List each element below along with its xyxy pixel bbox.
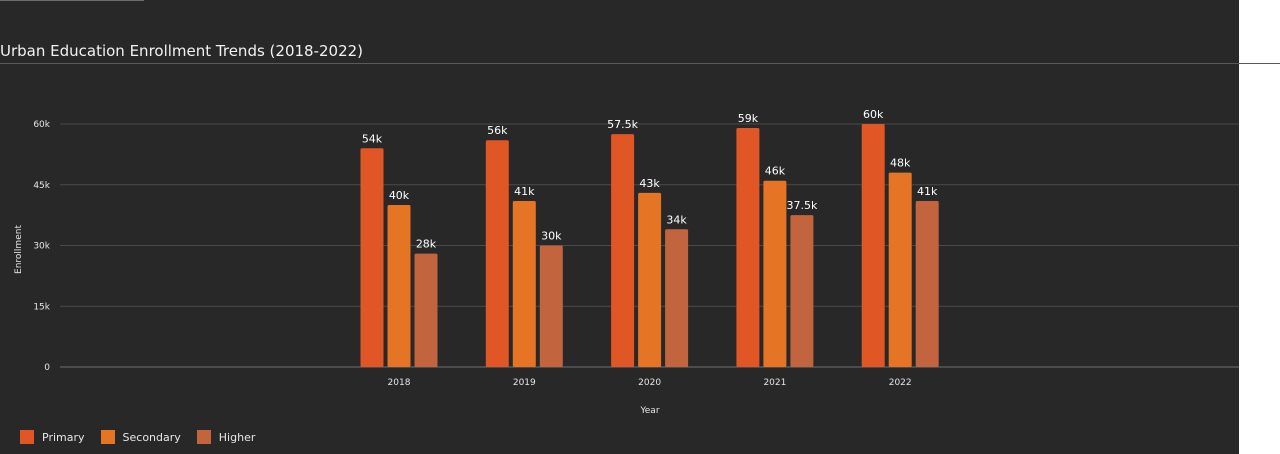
- bar: [915, 200, 939, 367]
- data-label: 43k: [639, 177, 660, 190]
- bar-chart: 0 15k 30k 45k 60k Enrollment 54k 40k 28k 2018 56k 4…: [14, 108, 1239, 416]
- data-label: 60k: [863, 108, 884, 121]
- x-tick-label: 2018: [388, 378, 411, 388]
- legend-swatch-primary: [20, 430, 34, 444]
- legend: Primary Secondary Higher: [20, 430, 255, 444]
- legend-label-higher: Higher: [218, 430, 256, 444]
- data-label: 40k: [389, 189, 410, 202]
- top-rule: [0, 0, 144, 1]
- bar: [539, 245, 563, 367]
- y-tick-label: 15k: [33, 302, 50, 312]
- data-label: 28k: [416, 238, 437, 251]
- bar: [665, 229, 689, 367]
- legend-label-secondary: Secondary: [122, 430, 181, 444]
- bar: [512, 200, 536, 367]
- data-label: 59k: [738, 112, 759, 125]
- bar: [611, 134, 635, 367]
- bar: [736, 128, 760, 367]
- y-axis-label: Enrollment: [14, 225, 24, 274]
- data-label: 46k: [765, 165, 786, 178]
- y-tick-label: 60k: [33, 120, 50, 130]
- data-label: 37.5k: [786, 199, 817, 212]
- data-label: 41k: [514, 185, 535, 198]
- data-label: 41k: [917, 185, 938, 198]
- bar: [888, 172, 912, 367]
- data-label: 30k: [541, 230, 562, 243]
- legend-label-primary: Primary: [42, 430, 85, 444]
- bar: [360, 148, 384, 367]
- bar: [763, 180, 787, 367]
- data-label: 57.5k: [607, 118, 638, 131]
- bar: [861, 124, 885, 367]
- y-tick-label: 30k: [33, 242, 50, 252]
- data-label: 56k: [487, 124, 508, 137]
- legend-item-primary[interactable]: Primary: [20, 430, 85, 444]
- x-axis-label: Year: [639, 406, 659, 416]
- y-tick-label: 0: [44, 363, 50, 373]
- legend-item-higher[interactable]: Higher: [196, 430, 256, 444]
- x-tick-label: 2019: [513, 378, 536, 388]
- bar: [638, 192, 662, 367]
- bar: [790, 215, 814, 367]
- data-label: 54k: [362, 132, 383, 145]
- bar: [387, 205, 411, 367]
- bar: [485, 140, 509, 367]
- legend-item-secondary[interactable]: Secondary: [100, 430, 181, 444]
- legend-swatch-secondary: [100, 430, 115, 444]
- x-tick-label: 2021: [763, 378, 786, 388]
- x-tick-label: 2022: [889, 378, 912, 388]
- legend-swatch-higher: [196, 430, 211, 444]
- chart-title: Urban Education Enrollment Trends (2018-…: [0, 42, 364, 60]
- data-label: 48k: [890, 157, 911, 170]
- title-divider: [0, 63, 1280, 64]
- y-tick-label: 45k: [33, 181, 50, 191]
- data-label: 34k: [666, 213, 687, 226]
- x-tick-label: 2020: [638, 378, 661, 388]
- bar: [414, 253, 438, 367]
